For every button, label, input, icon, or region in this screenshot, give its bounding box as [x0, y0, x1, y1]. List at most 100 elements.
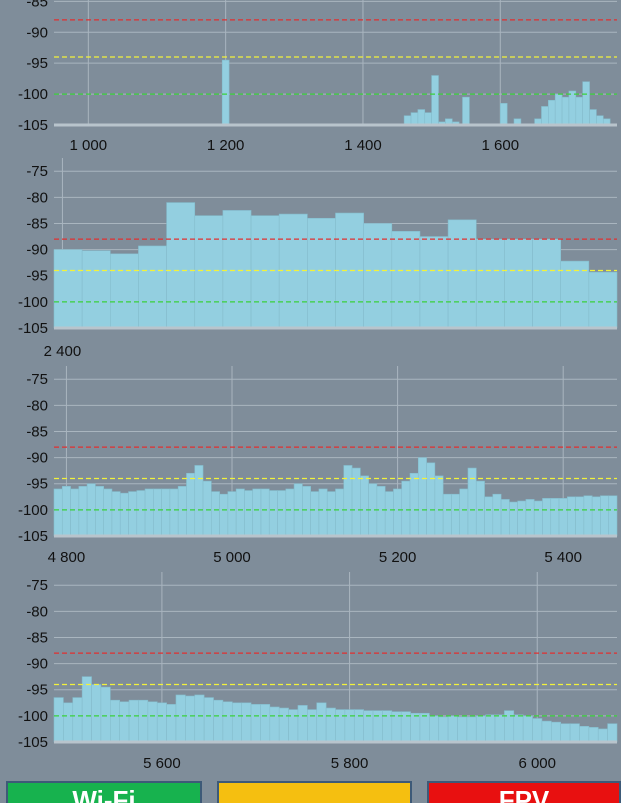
y-tick-label: -95	[26, 682, 48, 699]
x-tick-label: 5 000	[213, 549, 251, 566]
signal-bar	[250, 704, 261, 743]
x-tick-label: 5 200	[379, 549, 417, 566]
signal-bar	[81, 676, 92, 743]
signal-bar	[600, 495, 610, 537]
signal-bar	[409, 472, 419, 537]
signal-bar	[153, 488, 162, 537]
signal-bar	[53, 249, 83, 329]
signal-bar	[579, 726, 590, 743]
signal-bar	[310, 491, 320, 537]
signal-bar	[424, 112, 432, 126]
signal-bar	[426, 462, 436, 537]
signal-bar	[335, 709, 346, 743]
signal-bar	[202, 480, 212, 537]
signal-bar	[110, 253, 139, 329]
middle-band-button[interactable]	[217, 781, 412, 803]
signal-bar	[144, 488, 154, 537]
x-tick-label: 1 200	[207, 137, 245, 154]
fpv-button[interactable]: FPV	[427, 781, 621, 803]
signal-bar	[597, 728, 608, 743]
signal-bar	[532, 718, 543, 743]
signal-bar	[353, 709, 364, 743]
signal-bar	[128, 491, 138, 537]
signal-bar	[588, 727, 599, 743]
signal-bar	[278, 707, 289, 743]
signal-bar	[194, 694, 205, 743]
signal-bar	[541, 106, 549, 126]
signal-bar	[260, 704, 271, 743]
signal-bar	[475, 715, 486, 743]
signal-bar	[177, 486, 187, 537]
signal-bar	[169, 488, 179, 537]
signal-bar	[288, 709, 299, 743]
signal-bar	[63, 702, 74, 743]
signal-bar	[326, 491, 336, 537]
signal-bar	[447, 715, 458, 743]
band-selector-bar: Wi-Fi FPV	[0, 781, 621, 803]
signal-bar	[485, 714, 496, 743]
signal-bar	[376, 486, 386, 537]
signal-bar	[431, 75, 439, 126]
signal-bar	[307, 709, 318, 743]
chart-panel-2: -75 -80 -85 -90 -95 -100 -105 2 400	[0, 158, 621, 366]
y-tick-label: -105	[18, 734, 48, 751]
y-tick-label: -75	[26, 577, 48, 594]
signal-bar	[567, 496, 576, 537]
signal-bar	[548, 99, 556, 126]
signal-bar	[161, 488, 171, 537]
signal-bar	[119, 492, 129, 537]
signal-bar	[185, 695, 196, 743]
signal-bar	[419, 712, 430, 743]
signal-bar	[417, 457, 427, 537]
signal-bar	[119, 701, 130, 743]
y-tick-label: -100	[18, 294, 48, 311]
signal-bar	[558, 498, 568, 537]
signal-bar	[103, 488, 113, 537]
y-tick-label: -100	[18, 502, 48, 519]
signal-bar	[78, 486, 88, 537]
signal-bar	[325, 707, 336, 743]
signal-bar	[583, 495, 593, 537]
signal-bar	[307, 217, 336, 329]
signal-bar	[401, 480, 411, 537]
signal-bar	[475, 480, 485, 537]
y-tick-label: -85	[26, 423, 48, 440]
wifi-button[interactable]: Wi-Fi	[6, 781, 202, 803]
signal-bar	[277, 490, 287, 537]
signal-bar	[459, 488, 469, 537]
signal-bar	[504, 238, 533, 329]
y-tick-label: -85	[26, 629, 48, 646]
y-tick-label: -95	[26, 55, 48, 72]
y-tick-label: -90	[26, 450, 48, 467]
signal-bar	[110, 699, 120, 743]
chart-panel-3: -75 -80 -85 -90 -95 -100 -105 4 800 5 000 5 200 5 …	[0, 366, 621, 572]
signal-bar	[568, 90, 577, 126]
y-tick-label: -80	[26, 397, 48, 414]
signal-bar	[241, 702, 252, 743]
x-tick-label: 1 400	[344, 137, 382, 154]
signal-bar	[447, 219, 477, 329]
signal-bar	[575, 96, 583, 126]
signal-bar	[260, 488, 270, 537]
signal-bar	[166, 704, 177, 743]
signal-bar	[561, 96, 570, 126]
signal-bar	[533, 500, 543, 537]
signal-bar	[221, 59, 230, 126]
signal-bar	[569, 723, 580, 743]
signal-bar	[500, 499, 510, 537]
signal-bar	[360, 475, 369, 537]
y-tick-label: -90	[26, 24, 48, 41]
signal-bar	[231, 702, 242, 743]
y-tick-label: -95	[26, 476, 48, 493]
x-tick-label: 1 600	[482, 137, 520, 154]
x-tick-label: 5 400	[544, 549, 582, 566]
signal-bar	[582, 81, 590, 126]
x-tick-label: 5 800	[331, 755, 369, 772]
signal-bar	[219, 493, 229, 537]
signal-bar	[419, 236, 449, 329]
signal-bar	[297, 705, 308, 743]
signal-bar	[522, 715, 533, 743]
signal-bar	[318, 488, 328, 537]
signal-bar	[393, 488, 403, 537]
